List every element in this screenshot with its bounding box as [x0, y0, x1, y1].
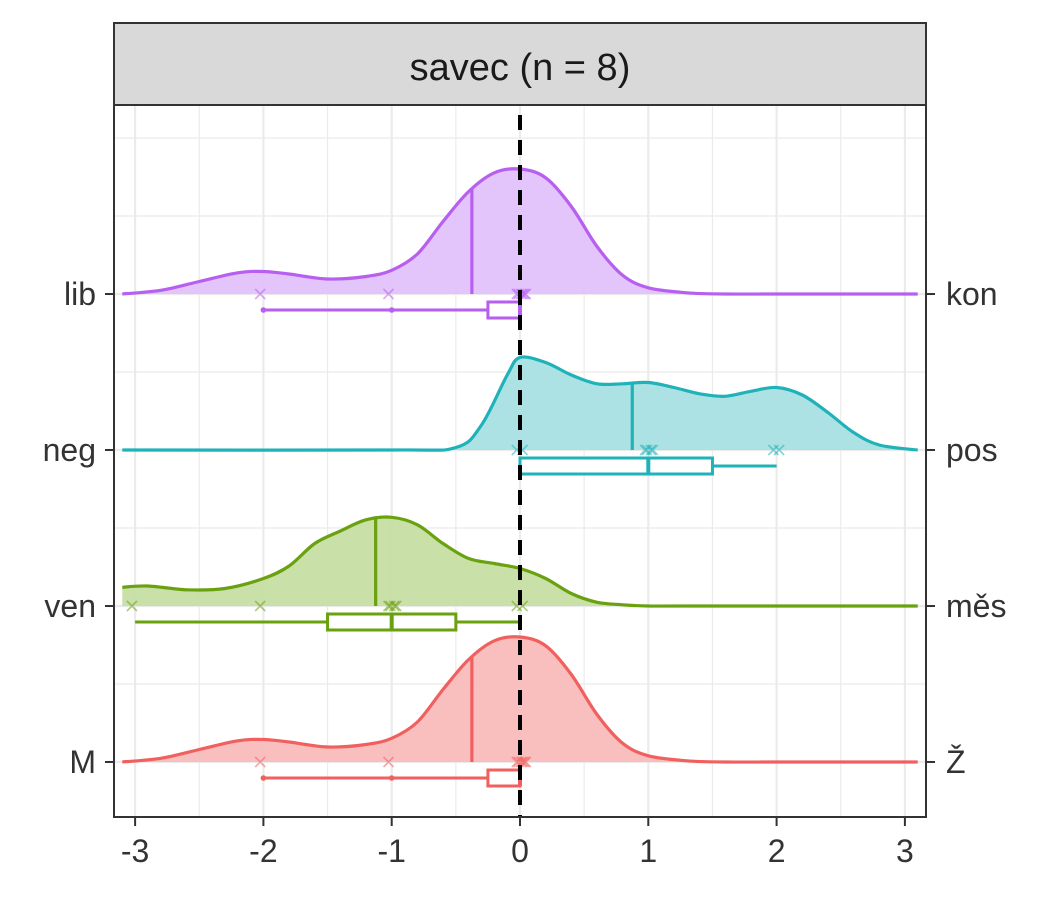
data-point — [254, 756, 266, 768]
x-tick-label: -3 — [121, 833, 149, 869]
box-iqr — [486, 768, 522, 788]
strip-title: savec (n = 8) — [410, 47, 631, 89]
y-label-M: M — [69, 744, 96, 780]
data-point — [382, 756, 395, 768]
x-tick-label: 1 — [639, 833, 657, 869]
box-outlier — [260, 775, 267, 781]
box-outlier — [388, 775, 395, 781]
data-point — [254, 600, 266, 612]
x-tick-label: 3 — [896, 833, 914, 869]
y-axis-right: kon pos měs Ž — [926, 276, 1006, 780]
y-label-Ž: Ž — [946, 744, 966, 780]
strip-background — [113, 22, 927, 106]
density-area — [122, 516, 918, 607]
data-point — [515, 756, 527, 768]
y-label-pos: pos — [946, 432, 998, 468]
density-curve — [122, 635, 918, 764]
facet-strip: savec (n = 8) — [113, 22, 927, 106]
x-tick-label: -1 — [377, 833, 405, 869]
data-point — [126, 600, 138, 612]
data-point — [384, 600, 396, 612]
data-point — [645, 444, 657, 456]
x-axis: -3 -2 -1 0 1 2 3 — [121, 817, 914, 869]
y-label-neg: neg — [43, 432, 96, 468]
data-point — [254, 288, 266, 300]
density-curve — [122, 355, 918, 452]
box-iqr — [486, 300, 522, 320]
x-tick-label: 0 — [511, 833, 529, 869]
box-outlier — [388, 307, 395, 313]
density-area — [122, 168, 918, 295]
data-point — [641, 444, 653, 456]
density-curve — [122, 167, 918, 296]
y-label-měs: měs — [946, 588, 1006, 624]
density-curve — [122, 515, 918, 608]
x-tick-label: 2 — [768, 833, 786, 869]
data-point — [773, 444, 785, 456]
ridge-ven — [122, 515, 918, 632]
y-label-kon: kon — [946, 276, 998, 312]
data-point — [388, 600, 400, 612]
x-tick-label: -2 — [249, 833, 277, 869]
data-point — [382, 288, 395, 300]
box-iqr — [518, 456, 714, 476]
y-label-lib: lib — [64, 276, 96, 312]
data-point — [520, 756, 532, 768]
data-point — [520, 288, 532, 300]
y-label-ven: ven — [44, 588, 96, 624]
box-outlier — [260, 307, 267, 313]
y-axis-left: lib neg ven M — [43, 276, 114, 780]
